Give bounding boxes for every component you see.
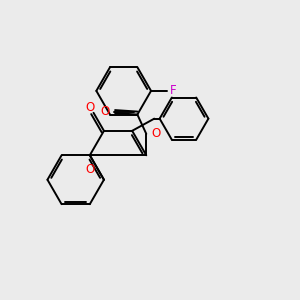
Text: O: O <box>100 105 110 118</box>
Text: O: O <box>85 100 95 114</box>
Text: F: F <box>169 84 176 98</box>
Text: O: O <box>152 128 161 140</box>
Text: O: O <box>85 163 94 176</box>
